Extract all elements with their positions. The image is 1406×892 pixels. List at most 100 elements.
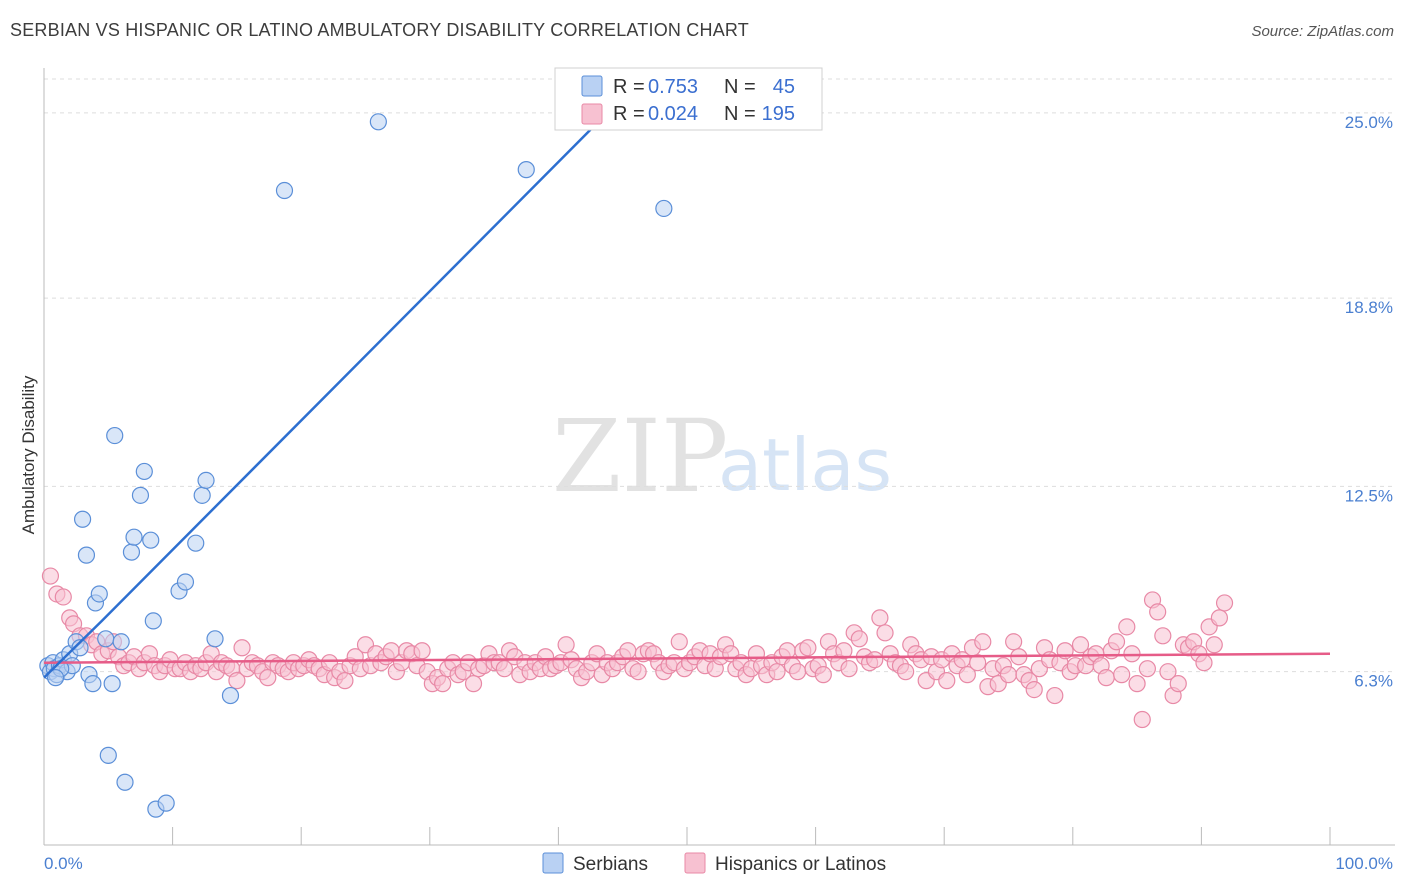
hispanic-point bbox=[233, 639, 251, 657]
y-tick-label: 12.5% bbox=[1345, 486, 1393, 505]
chart-title: SERBIAN VS HISPANIC OR LATINO AMBULATORY… bbox=[10, 20, 749, 40]
serbian-point bbox=[197, 471, 215, 490]
hispanic-point bbox=[799, 639, 817, 657]
hispanic-point bbox=[1169, 675, 1187, 693]
serbian-point bbox=[187, 534, 205, 552]
serbian-r-label: R = bbox=[613, 76, 645, 98]
hispanic-point bbox=[1123, 645, 1141, 663]
hispanic-point bbox=[1133, 710, 1151, 729]
hispanic-point bbox=[1149, 603, 1167, 621]
hispanic-point bbox=[1118, 618, 1136, 636]
serbian-point bbox=[103, 675, 121, 693]
hispanic-r-label: R = bbox=[613, 103, 645, 125]
hispanic-point bbox=[969, 654, 987, 672]
serbian-point bbox=[176, 573, 195, 591]
hispanic-point bbox=[1195, 654, 1213, 672]
hispanic-point bbox=[54, 588, 72, 606]
hispanic-point bbox=[413, 642, 431, 660]
hispanic-point bbox=[871, 609, 889, 627]
hispanic-point bbox=[434, 675, 452, 693]
y-axis-label: Ambulatory Disability bbox=[19, 375, 38, 534]
y-tick-label: 6.3% bbox=[1354, 672, 1393, 691]
x-ticks bbox=[43, 827, 1331, 845]
serbian-point bbox=[131, 486, 150, 504]
hispanics-legend-swatch bbox=[684, 852, 706, 874]
hispanic-point bbox=[1046, 686, 1064, 705]
hispanic-point bbox=[629, 663, 647, 681]
serbian-point bbox=[157, 794, 175, 812]
hispanic-point bbox=[958, 666, 976, 684]
hispanic-r-value: 0.024 bbox=[648, 103, 698, 125]
serbian-n-value: 45 bbox=[773, 76, 795, 98]
hispanic-point bbox=[1025, 680, 1043, 699]
hispanic-point bbox=[768, 663, 786, 681]
serbian-point bbox=[206, 630, 224, 648]
serbian-n-label: N = bbox=[724, 76, 756, 98]
hispanic-point bbox=[1071, 636, 1090, 654]
hispanic-point bbox=[876, 624, 894, 642]
hispanic-point bbox=[1128, 675, 1146, 693]
hispanic-point bbox=[557, 636, 575, 654]
hispanic-point bbox=[788, 663, 807, 681]
hispanic-point bbox=[999, 666, 1018, 684]
hispanic-point bbox=[897, 663, 915, 681]
serbian-point bbox=[73, 510, 92, 528]
hispanic-point bbox=[336, 672, 354, 690]
serbian-point bbox=[221, 686, 240, 705]
serbians-legend-label: Serbians bbox=[573, 854, 648, 875]
serbian-trend-line bbox=[43, 111, 609, 679]
serbian-point bbox=[97, 630, 115, 648]
serbian-point bbox=[369, 113, 387, 131]
hispanic-point bbox=[1215, 594, 1234, 612]
y-tick-label: 18.8% bbox=[1345, 298, 1393, 317]
hispanic-point bbox=[1097, 669, 1115, 687]
hispanic-point bbox=[670, 633, 688, 651]
serbian-point bbox=[46, 669, 65, 687]
serbian-point bbox=[144, 612, 162, 630]
hispanic-legend-swatch bbox=[581, 103, 603, 125]
stats-legend: R = 0.753 N = 45 R = 0.024 N = 195 bbox=[554, 67, 823, 131]
chart-source: Source: ZipAtlas.com bbox=[1251, 23, 1394, 40]
serbian-r-value: 0.753 bbox=[648, 76, 698, 98]
watermark-atlas: atlas bbox=[718, 423, 892, 507]
hispanic-point bbox=[619, 642, 637, 660]
serbian-point bbox=[90, 585, 108, 603]
serbians-legend-swatch bbox=[542, 852, 564, 874]
hispanic-point bbox=[464, 675, 483, 693]
hispanic-point bbox=[1138, 660, 1156, 678]
serbian-point bbox=[77, 546, 96, 564]
serbian-point bbox=[106, 426, 124, 445]
serbian-point bbox=[116, 773, 134, 791]
series-legend: Serbians Hispanics or Latinos bbox=[542, 852, 886, 875]
hispanic-n-value: 195 bbox=[762, 103, 795, 125]
hispanic-point bbox=[840, 660, 858, 678]
watermark-zip: ZIP bbox=[552, 398, 728, 515]
hispanic-point bbox=[814, 666, 832, 684]
y-tick-label: 25.0% bbox=[1345, 113, 1393, 132]
hispanic-points bbox=[41, 567, 1234, 729]
hispanic-point bbox=[974, 633, 992, 651]
gridlines bbox=[44, 78, 1395, 673]
serbian-point bbox=[112, 633, 130, 651]
serbian-point bbox=[99, 746, 117, 764]
hispanic-point bbox=[41, 567, 60, 585]
serbian-point bbox=[517, 161, 535, 179]
serbian-point bbox=[655, 199, 673, 218]
serbian-point bbox=[122, 543, 141, 561]
hispanic-point bbox=[259, 669, 277, 687]
serbian-point bbox=[193, 486, 211, 504]
hispanic-point bbox=[1005, 633, 1023, 651]
hispanics-legend-label: Hispanics or Latinos bbox=[715, 854, 886, 875]
hispanic-point bbox=[1210, 609, 1229, 627]
hispanic-point bbox=[1159, 663, 1177, 681]
hispanic-n-label: N = bbox=[724, 103, 756, 125]
y-tick-labels: 6.3% 12.5% 18.8% 25.0% bbox=[1345, 113, 1393, 691]
hispanic-point bbox=[866, 651, 884, 669]
hispanic-point bbox=[938, 672, 956, 690]
serbian-point bbox=[142, 531, 160, 549]
hispanic-point bbox=[1154, 627, 1172, 645]
serbian-point bbox=[135, 462, 153, 481]
hispanic-point bbox=[835, 642, 853, 660]
serbian-legend-swatch bbox=[581, 75, 603, 97]
